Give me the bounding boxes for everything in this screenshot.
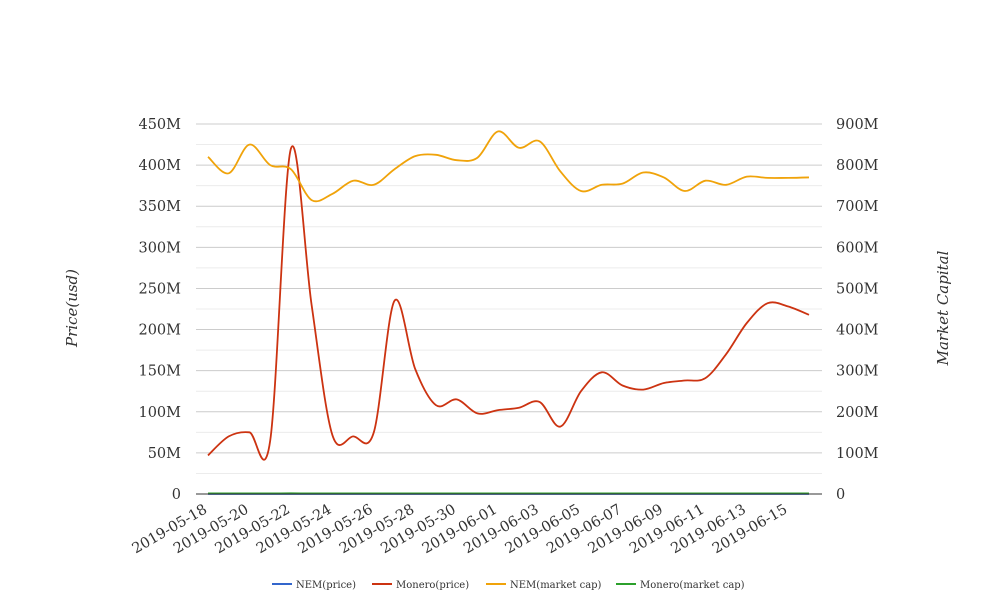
y2-tick-label: 800M [836, 158, 879, 174]
gridlines [196, 123, 822, 474]
y2-tick-label: 500M [836, 281, 879, 297]
y2-tick-label: 200M [836, 405, 879, 421]
y-tick-label: 400M [138, 158, 181, 174]
y-tick-label: 250M [138, 281, 181, 297]
y2-tick-label: 900M [836, 117, 879, 133]
y2-tick-label: 400M [836, 323, 879, 339]
y2-tick-label: 600M [836, 240, 879, 256]
y-tick-label: 100M [138, 405, 181, 421]
y-tick-label: 200M [138, 323, 181, 339]
y-tick-label: 50M [148, 446, 181, 462]
legend-label-monero-market-cap: Monero(market cap) [640, 580, 745, 591]
y-tick-label: 450M [138, 117, 181, 133]
y2-tick-label: 100M [836, 446, 879, 462]
x-axis-ticks: 2019-05-182019-05-202019-05-222019-05-24… [130, 502, 791, 558]
y2-tick-label: 700M [836, 199, 879, 215]
y2-axis-title: Market Capital [934, 250, 952, 366]
series-line-nem-market-cap [207, 130, 810, 203]
y2-axis-ticks: 0 100M 200M 300M 400M 500M 600M 700M 800M 900M [836, 117, 879, 503]
y-tick-label: 150M [138, 364, 181, 380]
y-tick-label: 300M [138, 240, 181, 256]
y-axis-title: Price(usd) [63, 269, 81, 348]
legend-label-nem-market-cap: NEM(market cap) [510, 580, 602, 591]
legend-label-nem-price: NEM(price) [296, 580, 356, 591]
series-line-monero-price [207, 145, 810, 461]
y-tick-label: 0 [172, 487, 181, 503]
y2-tick-label: 0 [836, 487, 845, 503]
legend: NEM(price) Monero(price) NEM(market cap) Mo… [272, 580, 745, 591]
legend-label-monero-price: Monero(price) [396, 580, 469, 591]
y-tick-label: 350M [138, 199, 181, 215]
y-axis-ticks: 0 50M 100M 150M 200M 250M 300M 350M 400M 450M [138, 117, 181, 503]
y2-tick-label: 300M [836, 364, 879, 380]
